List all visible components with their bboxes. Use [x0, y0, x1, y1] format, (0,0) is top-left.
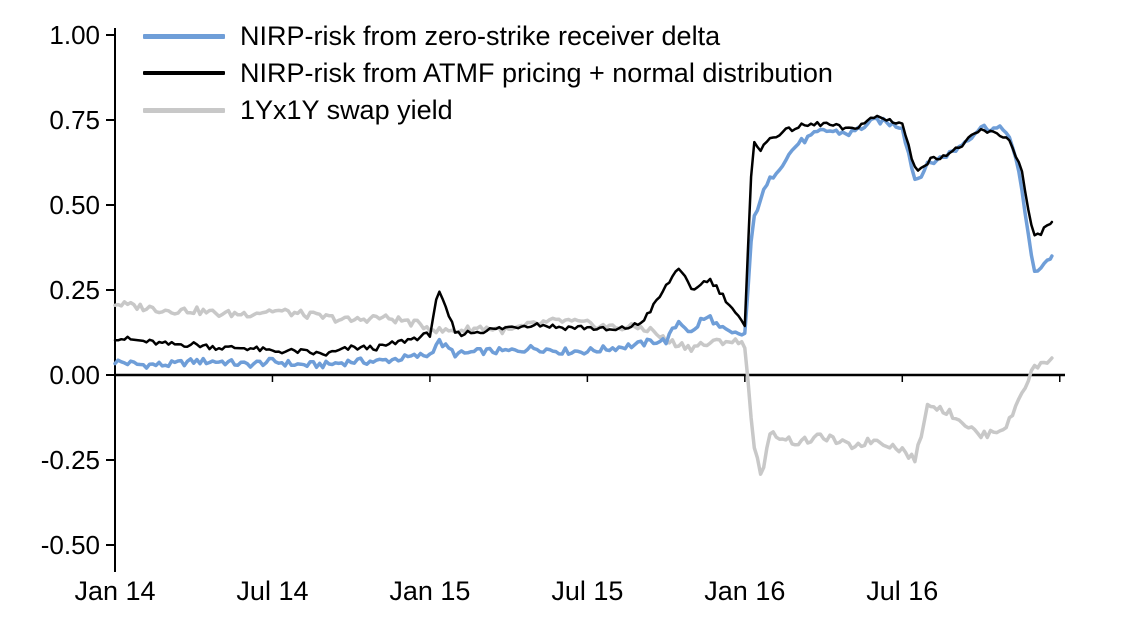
y-axis-label: 0.00	[49, 360, 100, 390]
x-axis-label: Jul 16	[866, 576, 938, 606]
legend-item-swap-yield: 1Yx1Y swap yield	[143, 94, 833, 126]
series-line-zero-strike-delta	[113, 116, 1054, 370]
legend-label-swap-yield: 1Yx1Y swap yield	[240, 94, 453, 125]
legend-item-atmf-normal: NIRP-risk from ATMF pricing + normal dis…	[143, 57, 833, 89]
series-line-swap-yield	[113, 300, 1054, 476]
y-axis-label: 0.75	[49, 105, 100, 135]
x-axis-label: Jan 14	[74, 576, 155, 606]
legend-line-sample-black	[143, 71, 225, 75]
chart-legend: NIRP-risk from zero-strike receiver delt…	[143, 20, 833, 126]
legend-line-sample-gray	[143, 107, 225, 113]
x-axis-label: Jul 14	[236, 576, 308, 606]
y-axis-label: -0.25	[41, 445, 100, 475]
y-axis-label: 0.25	[49, 275, 100, 305]
x-axis-label: Jul 15	[551, 576, 623, 606]
y-axis-label: 0.50	[49, 190, 100, 220]
legend-label-atmf-normal: NIRP-risk from ATMF pricing + normal dis…	[240, 57, 833, 88]
y-axis-label: -0.50	[41, 530, 100, 560]
x-axis-label: Jan 15	[389, 576, 470, 606]
legend-label-zero-strike-delta: NIRP-risk from zero-strike receiver delt…	[240, 20, 721, 51]
series-line-atmf-normal	[113, 114, 1054, 357]
x-axis-label: Jan 16	[704, 576, 785, 606]
legend-line-sample-blue	[143, 33, 225, 39]
legend-item-zero-strike-delta: NIRP-risk from zero-strike receiver delt…	[143, 20, 833, 52]
y-axis-label: 1.00	[49, 20, 100, 50]
